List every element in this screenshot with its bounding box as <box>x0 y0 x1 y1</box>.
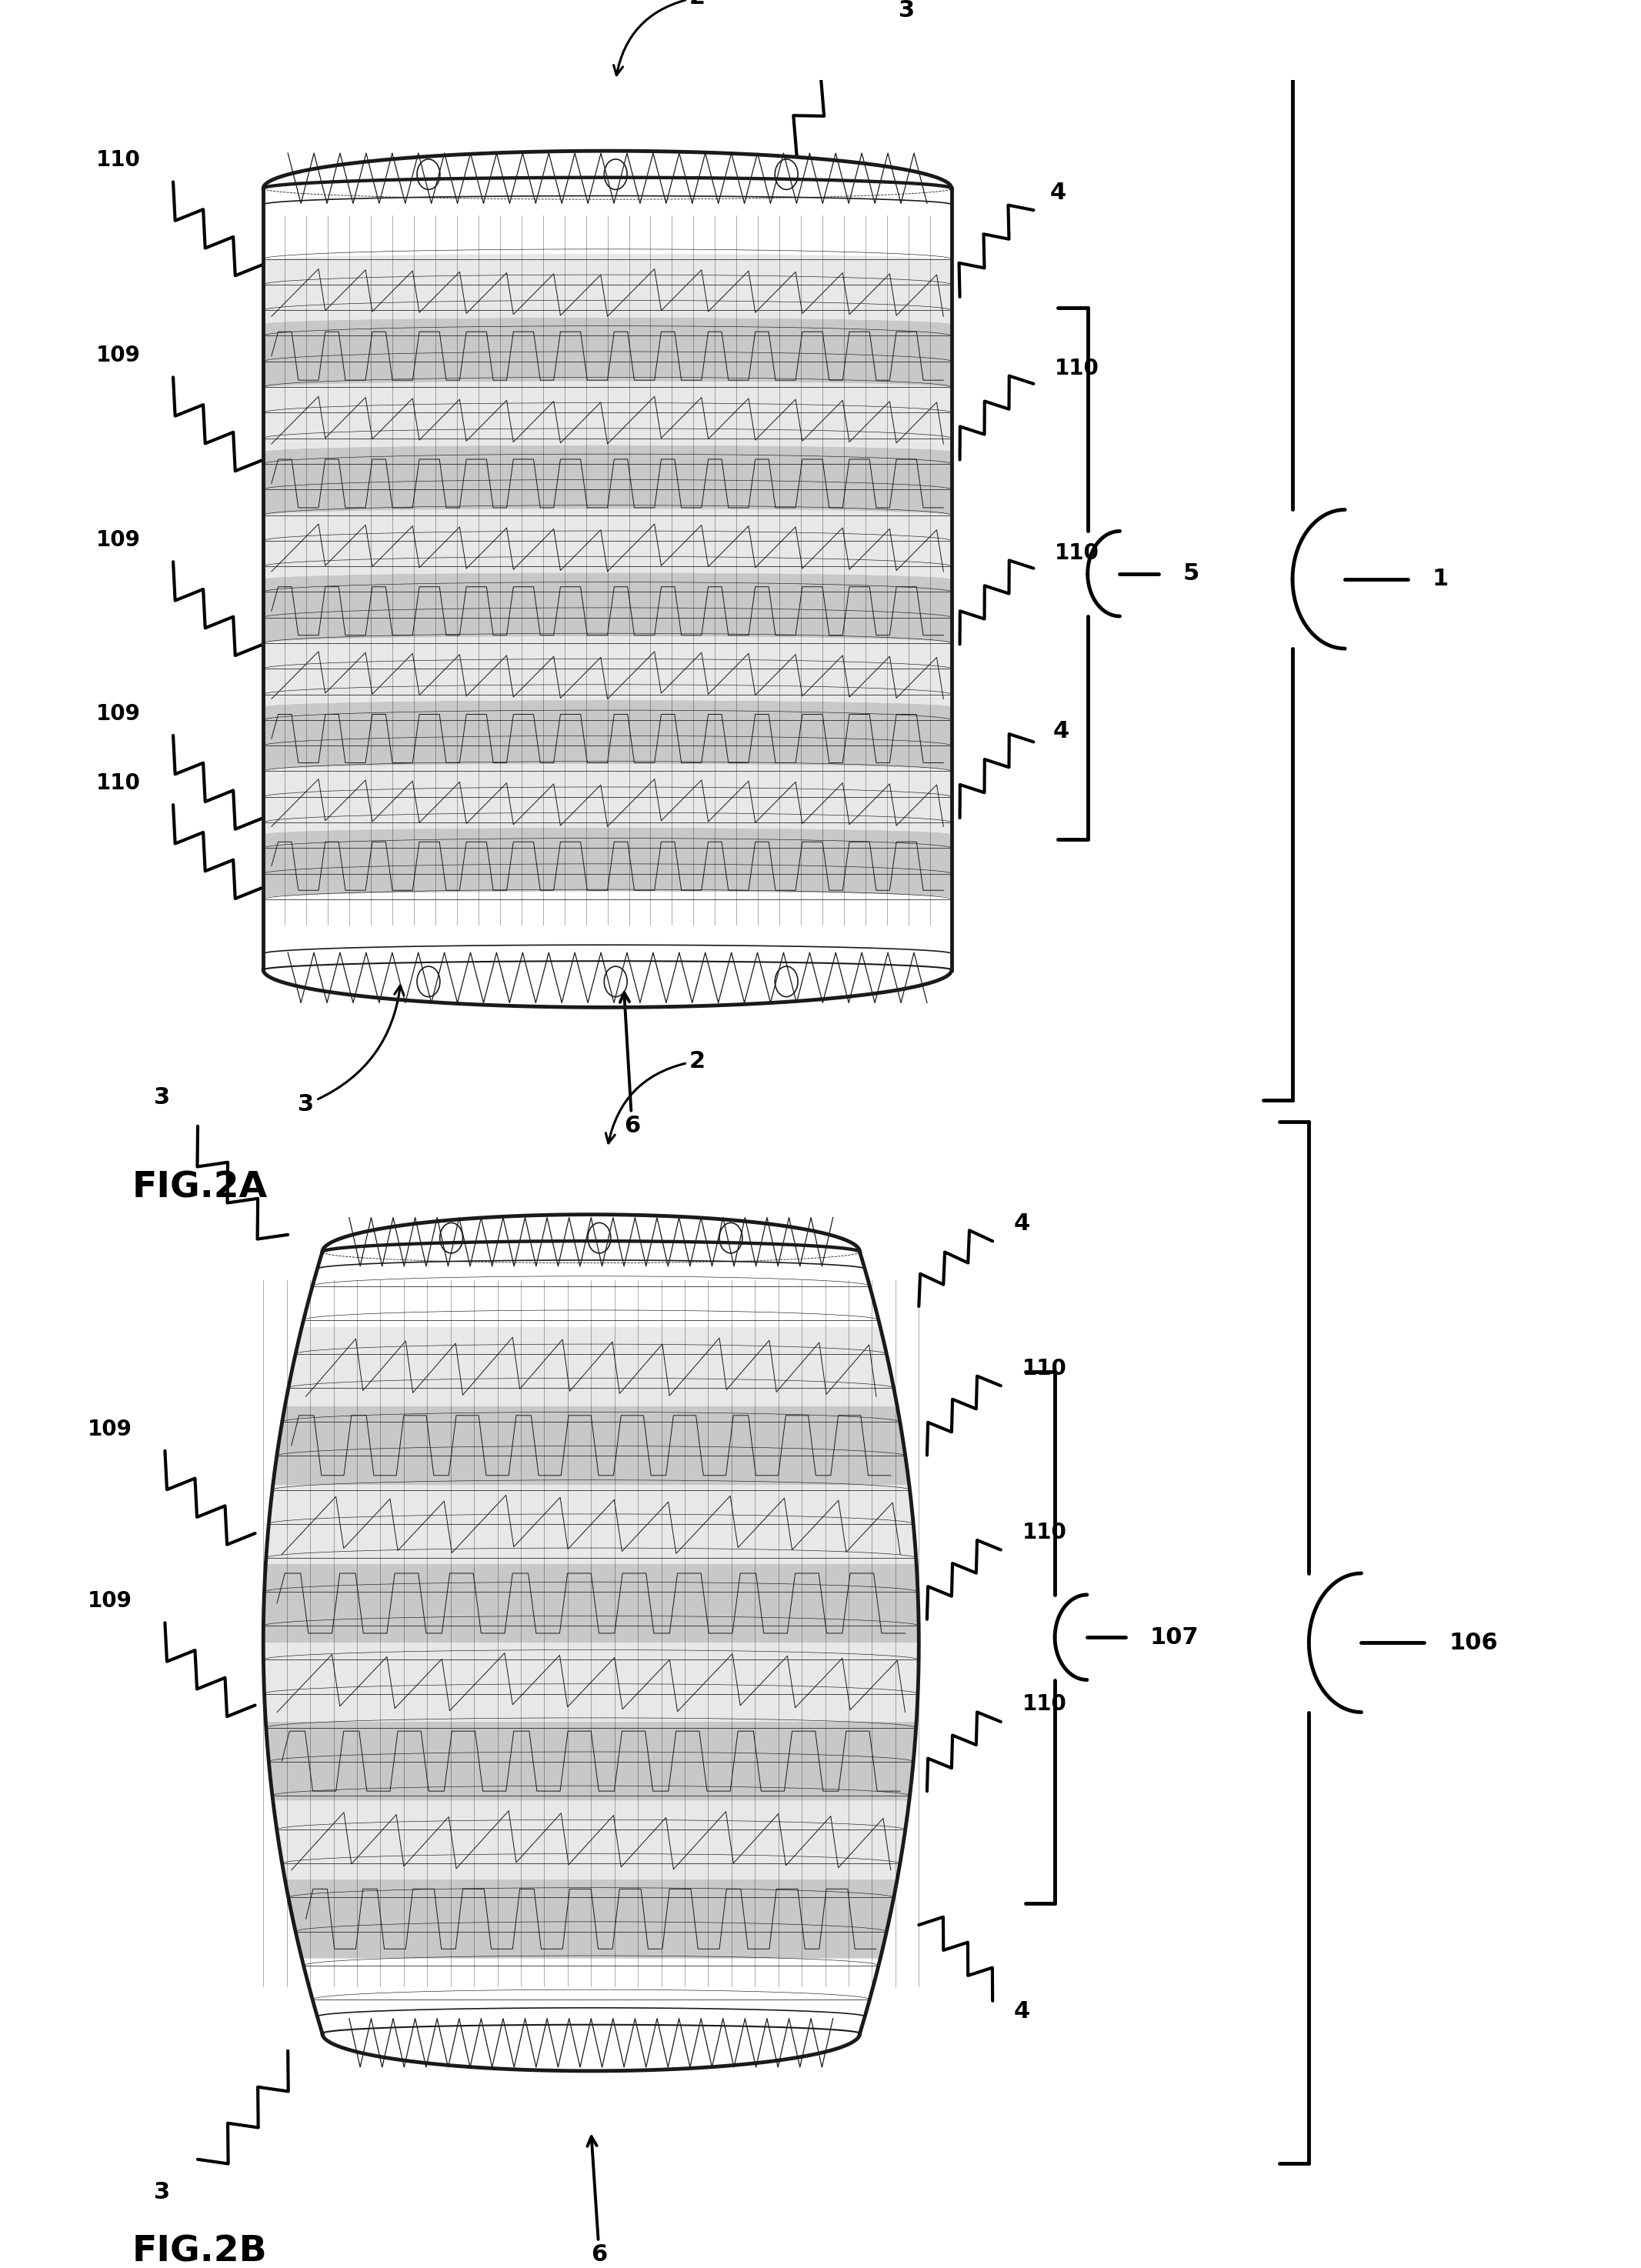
Text: 109: 109 <box>87 1418 133 1440</box>
Text: 4: 4 <box>1050 181 1067 204</box>
Text: 110: 110 <box>1022 1359 1067 1379</box>
Text: 5: 5 <box>1183 562 1200 585</box>
Polygon shape <box>263 764 952 835</box>
Text: 110: 110 <box>1055 542 1099 565</box>
Text: 4: 4 <box>1054 719 1070 742</box>
Text: 3: 3 <box>898 0 914 20</box>
Text: 109: 109 <box>95 528 141 551</box>
Polygon shape <box>266 1486 916 1565</box>
Text: 109: 109 <box>95 345 141 367</box>
Text: 4: 4 <box>1014 1213 1031 1236</box>
Text: 4: 4 <box>1014 2000 1031 2023</box>
Polygon shape <box>263 445 952 515</box>
Polygon shape <box>263 701 952 771</box>
Text: 110: 110 <box>95 773 141 794</box>
Polygon shape <box>263 1565 919 1642</box>
Polygon shape <box>263 572 952 642</box>
Polygon shape <box>263 637 952 708</box>
Text: 6: 6 <box>587 2136 607 2266</box>
Text: 110: 110 <box>1055 358 1099 379</box>
Text: 109: 109 <box>87 1590 133 1613</box>
Text: 3: 3 <box>154 1086 171 1109</box>
Polygon shape <box>286 1327 898 1406</box>
Text: 106: 106 <box>1449 1631 1498 1653</box>
Polygon shape <box>286 1880 898 1960</box>
Text: 1: 1 <box>1433 567 1449 590</box>
Polygon shape <box>266 1721 916 1801</box>
Polygon shape <box>263 254 952 324</box>
Text: 2: 2 <box>606 1050 706 1143</box>
Text: 107: 107 <box>1150 1626 1200 1649</box>
Text: 3: 3 <box>154 2182 171 2202</box>
Text: 110: 110 <box>1022 1694 1067 1715</box>
Text: FIG.2A: FIG.2A <box>133 1170 267 1207</box>
Polygon shape <box>272 1801 909 1880</box>
Polygon shape <box>263 381 952 451</box>
Polygon shape <box>263 828 952 898</box>
Polygon shape <box>263 318 952 388</box>
Text: 3: 3 <box>297 984 404 1116</box>
Text: 6: 6 <box>620 993 640 1136</box>
Text: FIG.2B: FIG.2B <box>133 2234 267 2268</box>
Polygon shape <box>263 1642 919 1721</box>
Text: 109: 109 <box>95 703 141 723</box>
Polygon shape <box>272 1406 909 1486</box>
Text: 110: 110 <box>1022 1522 1067 1542</box>
Text: 2: 2 <box>614 0 706 75</box>
Polygon shape <box>263 508 952 578</box>
Text: 110: 110 <box>95 150 141 170</box>
